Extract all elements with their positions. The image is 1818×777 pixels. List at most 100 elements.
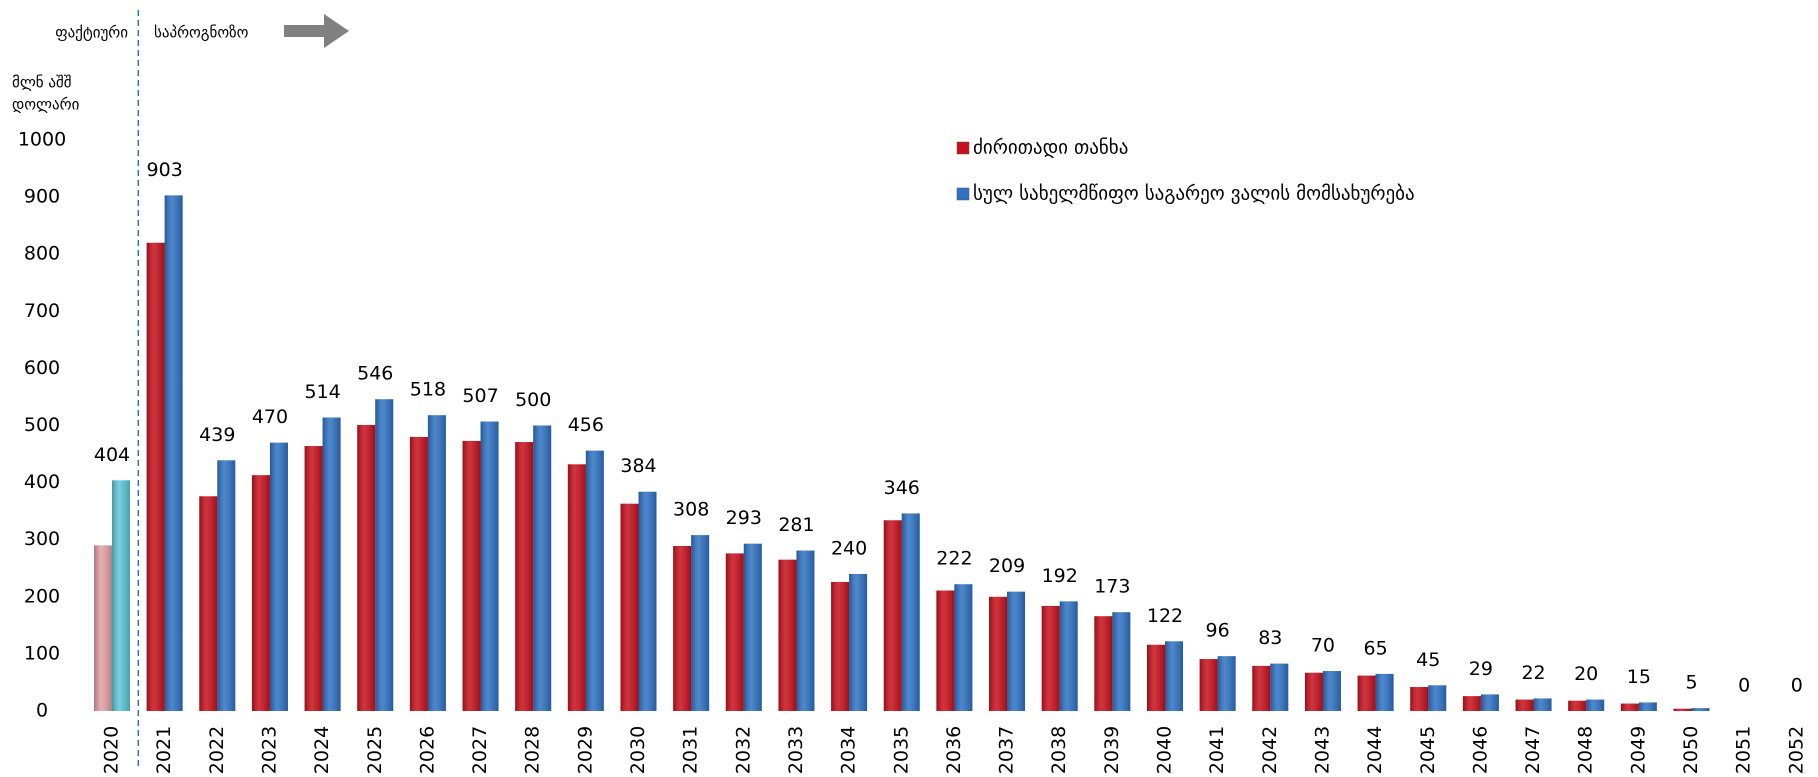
x-tick-label: 2025 <box>364 726 386 774</box>
y-tick-label: 700 <box>24 300 60 322</box>
x-tick-label: 2032 <box>732 726 754 774</box>
bar-shade <box>1673 708 1692 711</box>
bar-shade <box>322 417 341 711</box>
x-tick-label: 2038 <box>1048 726 1070 774</box>
bar-shade <box>725 553 744 711</box>
bar-shade <box>462 440 481 711</box>
data-label: 439 <box>199 424 235 446</box>
bar-shade <box>796 550 815 711</box>
data-label: 15 <box>1627 666 1651 688</box>
y-tick-label: 300 <box>24 528 60 550</box>
data-label: 903 <box>147 159 183 181</box>
bar-shade <box>480 421 499 711</box>
x-tick-label: 2052 <box>1785 726 1807 774</box>
x-tick-label: 2031 <box>680 726 702 774</box>
bar-shade <box>567 464 586 711</box>
bar-shade <box>94 545 112 711</box>
bar-shade <box>1252 665 1271 711</box>
bar-shade <box>901 513 920 711</box>
bar-shade <box>1638 702 1657 711</box>
y-tick-label: 100 <box>24 642 60 664</box>
bar-shade <box>1059 601 1078 711</box>
data-label: 546 <box>357 363 393 385</box>
bar-shade <box>743 543 762 711</box>
y-tick-label: 900 <box>24 186 60 208</box>
forecast-arrow <box>284 14 349 48</box>
x-tick-label: 2023 <box>258 726 280 774</box>
data-label: 470 <box>252 406 288 428</box>
data-label: 209 <box>989 555 1025 577</box>
data-label: 65 <box>1364 637 1388 659</box>
bar-shade <box>1094 616 1113 711</box>
x-tick-label: 2020 <box>101 726 123 774</box>
bar-shade <box>1165 641 1183 711</box>
data-label: 5 <box>1685 672 1697 694</box>
bar-shade <box>409 436 428 711</box>
y-tick-label: 1000 <box>18 129 66 151</box>
data-label: 456 <box>568 414 604 436</box>
y-tick-label: 600 <box>24 357 60 379</box>
bar-shade <box>936 590 955 711</box>
data-label: 514 <box>304 381 340 403</box>
x-tick-label: 2045 <box>1417 726 1439 774</box>
bar-shade <box>1304 672 1323 711</box>
data-label: 96 <box>1206 620 1230 642</box>
x-tick-label: 2028 <box>522 726 544 774</box>
x-tick-label: 2048 <box>1575 726 1597 774</box>
x-tick-label: 2021 <box>153 726 175 774</box>
bar-shade <box>112 480 130 711</box>
legend-swatch <box>956 187 970 201</box>
bar-shade <box>251 475 270 711</box>
data-label: 192 <box>1042 565 1078 587</box>
bar-shade <box>849 573 868 711</box>
y-axis-label: დოლარი <box>12 96 80 114</box>
bar-shade <box>1357 675 1376 711</box>
y-tick-label: 500 <box>24 414 60 436</box>
bar-shade <box>427 415 446 711</box>
bar-shade <box>620 503 639 711</box>
x-tick-label: 2047 <box>1522 726 1544 774</box>
bar-shade <box>1199 659 1218 711</box>
x-tick-label: 2035 <box>890 726 912 774</box>
x-tick-label: 2033 <box>785 726 807 774</box>
data-label: 0 <box>1738 675 1750 697</box>
bar-shade <box>1620 703 1639 711</box>
data-label: 500 <box>515 389 551 411</box>
bar-shade <box>164 195 183 712</box>
y-tick-label: 200 <box>24 585 60 607</box>
data-label: 404 <box>94 444 130 466</box>
bar-shade <box>638 491 657 711</box>
data-label: 507 <box>462 385 498 407</box>
bar-shade <box>989 596 1008 711</box>
data-label: 83 <box>1258 627 1282 649</box>
x-tick-label: 2027 <box>469 726 491 774</box>
x-tick-label: 2036 <box>943 726 965 774</box>
period-label: ფაქტიური <box>55 24 128 42</box>
bar-shade <box>375 399 394 711</box>
x-tick-label: 2042 <box>1259 726 1281 774</box>
x-tick-label: 2026 <box>416 726 438 774</box>
data-label: 0 <box>1791 675 1803 697</box>
bar-shade <box>831 581 850 711</box>
bar-shade <box>1515 699 1534 711</box>
period-label: საპროგნოზო <box>154 24 249 42</box>
y-axis-label: მლნ აშშ <box>12 74 72 92</box>
data-label: 70 <box>1311 635 1335 657</box>
bar-shade <box>778 559 797 711</box>
x-tick-label: 2037 <box>996 726 1018 774</box>
bar-shade <box>1480 694 1499 711</box>
data-label: 29 <box>1469 658 1493 680</box>
bar-shade <box>357 424 376 711</box>
bar-shade <box>1322 671 1341 711</box>
data-label: 346 <box>884 477 920 499</box>
x-tick-label: 2049 <box>1627 726 1649 774</box>
y-tick-label: 800 <box>24 243 60 265</box>
bar-shade <box>585 450 604 711</box>
bar-shade <box>146 242 165 711</box>
x-tick-label: 2041 <box>1206 726 1228 774</box>
data-label: 45 <box>1416 649 1440 671</box>
x-tick-label: 2043 <box>1311 726 1333 774</box>
x-tick-label: 2046 <box>1469 726 1491 774</box>
x-tick-label: 2034 <box>838 726 860 774</box>
